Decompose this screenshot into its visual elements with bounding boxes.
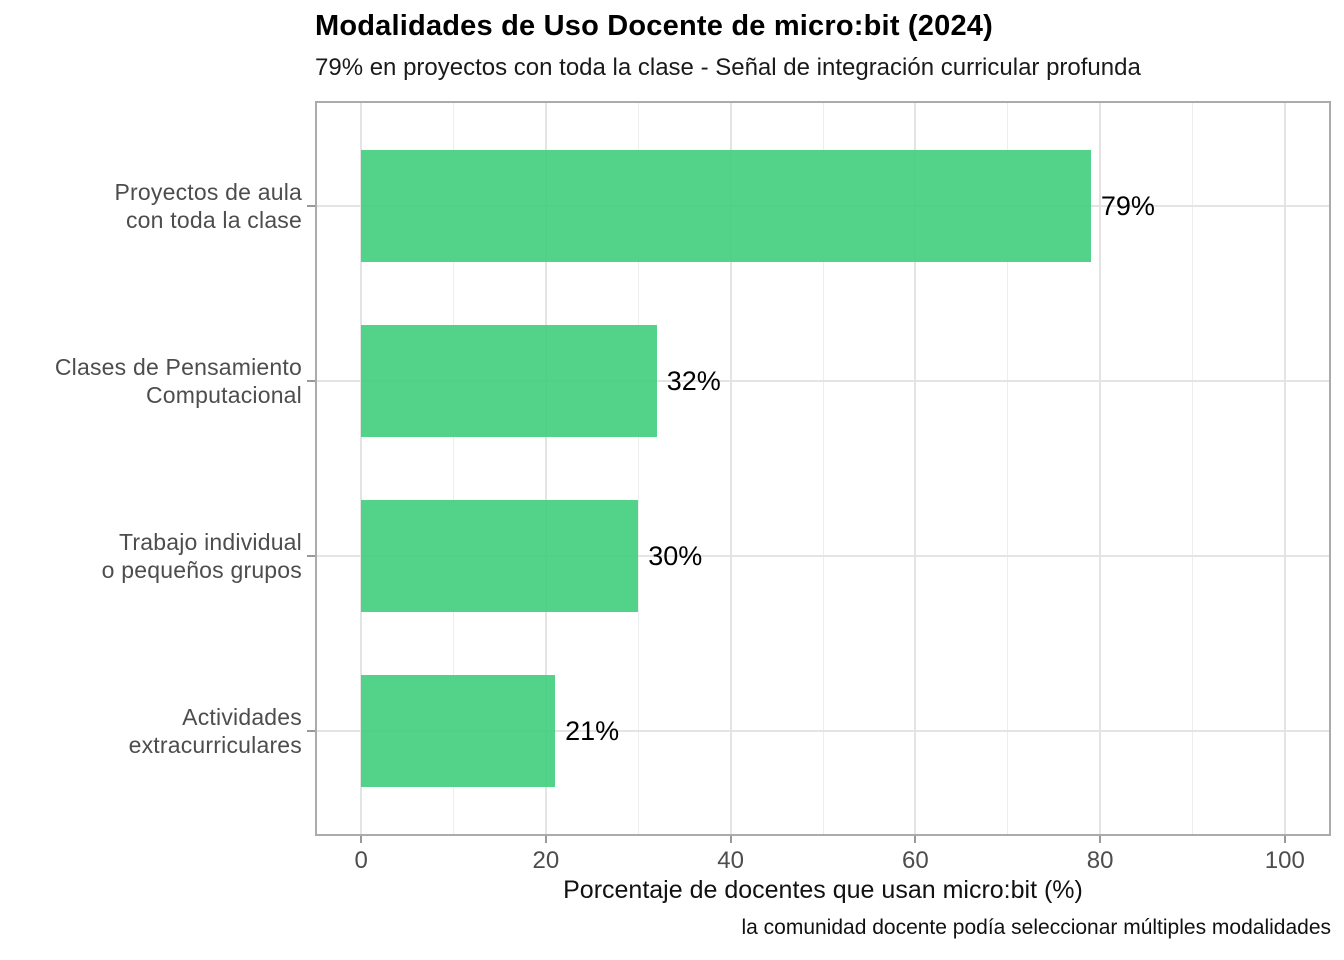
x-tick-label: 80 [1086, 847, 1114, 874]
grid-major-line [1099, 103, 1102, 834]
x-tick-label: 40 [717, 847, 744, 874]
y-axis-label: Proyectos de aula con toda la clase [114, 179, 302, 233]
x-tick-label: 20 [532, 847, 560, 874]
grid-minor-line [637, 103, 639, 834]
grid-major-line [360, 103, 363, 834]
x-axis-title: Porcentaje de docentes que usan micro:bi… [563, 876, 1083, 904]
grid-major-line [317, 555, 1329, 557]
y-tick-mark [307, 555, 315, 557]
chart-caption: la comunidad docente podía seleccionar m… [741, 916, 1331, 939]
grid-minor-line [453, 103, 455, 834]
y-axis-label: Actividades extracurriculares [128, 704, 302, 758]
grid-major-line [729, 103, 732, 834]
bar [361, 150, 1091, 262]
x-tick-label: 0 [354, 847, 368, 874]
bar [361, 675, 556, 787]
bar [361, 500, 639, 612]
bar-value-label: 32% [666, 366, 721, 396]
y-tick-mark [307, 730, 315, 732]
bar-value-label: 79% [1100, 191, 1155, 221]
bar-value-label: 30% [648, 541, 703, 571]
grid-minor-line [1191, 103, 1193, 834]
x-tick-mark [1283, 836, 1286, 843]
grid-minor-line [1007, 103, 1009, 834]
x-tick-mark [544, 836, 547, 843]
bar [361, 325, 657, 437]
x-tick-mark [914, 836, 917, 843]
y-axis-label: Trabajo individual o pequeños grupos [101, 529, 302, 583]
grid-major-line [317, 730, 1329, 732]
chart-subtitle: 79% en proyectos con toda la clase - Señ… [315, 54, 1141, 81]
grid-minor-line [822, 103, 824, 834]
y-axis-label: Clases de Pensamiento Computacional [54, 354, 302, 408]
y-tick-mark [307, 205, 315, 207]
grid-major-line [317, 380, 1329, 382]
grid-major-line [544, 103, 547, 834]
x-tick-label: 100 [1264, 847, 1305, 874]
x-tick-label: 60 [902, 847, 929, 874]
x-tick-mark [729, 836, 732, 843]
plot-panel [315, 101, 1331, 836]
y-tick-mark [307, 380, 315, 382]
x-tick-mark [1099, 836, 1102, 843]
grid-major-line [1283, 103, 1286, 834]
x-tick-mark [360, 836, 363, 843]
bar-value-label: 21% [565, 716, 620, 746]
chart-title: Modalidades de Uso Docente de micro:bit … [315, 10, 993, 42]
grid-major-line [914, 103, 917, 834]
